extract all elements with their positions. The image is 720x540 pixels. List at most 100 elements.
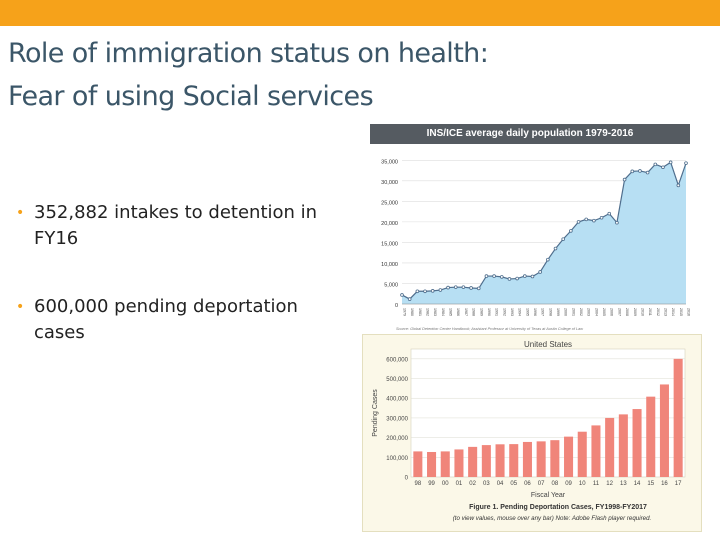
- pending-bar: [577, 431, 587, 477]
- pending-x-tick-label: 14: [634, 481, 641, 487]
- ice-data-point: [400, 293, 404, 297]
- pending-bar: [632, 409, 642, 477]
- ice-x-tick-label: 1984: [441, 308, 445, 316]
- ice-data-point: [553, 246, 558, 251]
- title-line-2: Fear of using Social services: [8, 81, 374, 112]
- ice-area-fill: [402, 162, 686, 304]
- ice-chart-title: INS/ICE average daily population 1979-20…: [370, 124, 690, 144]
- pending-x-tick-label: 02: [469, 481, 476, 487]
- ice-data-point: [453, 285, 458, 289]
- ice-data-point: [584, 217, 589, 222]
- ice-data-point: [592, 218, 596, 223]
- pending-bar: [481, 445, 491, 477]
- ice-x-tick-label: 2008: [625, 308, 629, 316]
- ice-data-point: [492, 274, 496, 278]
- pending-bar: [605, 417, 615, 477]
- pending-x-tick-label: 06: [524, 481, 531, 487]
- ice-data-point: [645, 170, 650, 175]
- pending-x-tick-label: 98: [415, 481, 422, 487]
- bullet-list: • 352,882 intakes to detention in FY16 •…: [14, 200, 354, 388]
- pending-plot-area: [410, 348, 686, 478]
- ice-x-tick-label: 1983: [433, 308, 437, 316]
- ice-data-point: [615, 220, 619, 225]
- ice-x-tick-label: 1998: [548, 308, 552, 316]
- ice-data-point: [676, 183, 681, 188]
- bullet-item: • 600,000 pending deportation cases: [14, 294, 354, 346]
- ice-detention-chart: INS/ICE average daily population 1979-20…: [368, 122, 694, 337]
- ice-data-point: [546, 257, 550, 262]
- ice-y-tick-label: 10,000: [381, 262, 398, 268]
- pending-x-tick-label: 08: [552, 481, 559, 487]
- pending-x-tick-label: 09: [565, 481, 572, 487]
- bullet-item: • 352,882 intakes to detention in FY16: [14, 200, 354, 252]
- pending-bar: [468, 446, 478, 477]
- pending-bar: [495, 444, 505, 477]
- ice-x-tick-label: 1989: [479, 308, 483, 316]
- pending-chart-title: United States: [524, 340, 572, 349]
- ice-x-tick-label: 2007: [617, 308, 621, 316]
- pending-caption-note: (to view values, mouse over any bar) Not…: [453, 515, 652, 522]
- bullet-text: 352,882 intakes to detention in FY16: [34, 202, 318, 249]
- ice-x-tick-label: 2016: [687, 308, 691, 316]
- pending-x-tick-label: 03: [483, 481, 490, 487]
- ice-data-point: [638, 169, 642, 173]
- pending-x-tick-label: 07: [538, 481, 545, 487]
- ice-source-note: Source: Global Detention Center Handbook…: [396, 327, 583, 331]
- ice-x-tick-label: 2014: [671, 308, 675, 316]
- ice-x-tick-label: 1987: [464, 308, 468, 316]
- pending-bar: [536, 441, 546, 477]
- pending-y-tick-label: 200,000: [386, 436, 408, 442]
- ice-data-point: [599, 215, 604, 220]
- ice-data-point: [476, 286, 481, 291]
- pending-y-tick-label: 500,000: [386, 377, 408, 383]
- pending-cases-chart: United States 600,000 500,000 400,000 300,00…: [362, 334, 702, 532]
- ice-data-point: [653, 162, 658, 167]
- ice-x-tick-label: 1992: [502, 308, 506, 316]
- ice-data-point: [569, 229, 573, 233]
- ice-data-point: [499, 275, 504, 279]
- ice-x-tick-label: 1988: [472, 308, 476, 316]
- pending-x-tick-label: 04: [497, 481, 504, 487]
- ice-y-tick-label: 25,000: [381, 200, 398, 206]
- bullet-dot-icon: •: [16, 299, 25, 315]
- ice-y-tick-label: 30,000: [381, 180, 398, 186]
- ice-x-tick-label: 2006: [610, 308, 614, 316]
- pending-x-tick-label: 16: [661, 481, 668, 487]
- pending-x-tick-label: 01: [456, 481, 463, 487]
- ice-data-point: [607, 211, 612, 216]
- pending-y-tick-label: 400,000: [386, 397, 408, 403]
- ice-data-point: [530, 274, 535, 279]
- ice-x-tick-label: 1999: [556, 308, 560, 316]
- ice-data-point: [668, 160, 673, 165]
- ice-x-tick-label: 1982: [426, 308, 430, 316]
- ice-data-point: [561, 237, 565, 241]
- ice-x-tick-label: 2015: [679, 308, 683, 316]
- pending-bar: [618, 414, 628, 477]
- ice-y-tick-label: 5,000: [384, 282, 398, 288]
- pending-x-tick-label: 10: [579, 481, 586, 487]
- ice-x-tick-label: 1986: [456, 308, 460, 316]
- ice-x-tick-label: 2013: [663, 308, 667, 316]
- pending-bar: [454, 449, 464, 477]
- pending-x-tick-label: 12: [606, 481, 613, 487]
- pending-bar: [659, 384, 669, 477]
- ice-data-point: [430, 289, 435, 293]
- pending-bar: [564, 436, 574, 477]
- ice-x-tick-label: 1980: [410, 308, 414, 316]
- ice-data-point: [622, 177, 627, 182]
- ice-data-point: [661, 165, 665, 170]
- pending-bar: [509, 444, 519, 477]
- bullet-text: 600,000 pending deportation cases: [34, 296, 298, 343]
- ice-y-tick-label: 20,000: [381, 221, 398, 227]
- pending-chart-plot: United States 600,000 500,000 400,000 300,00…: [372, 340, 686, 522]
- pending-x-axis-label: Fiscal Year: [531, 492, 566, 499]
- ice-data-point: [684, 161, 688, 165]
- ice-x-tick-label: 1996: [533, 308, 537, 316]
- pending-x-tick-label: 00: [442, 481, 449, 487]
- pending-bar: [646, 396, 656, 477]
- ice-x-tick-label: 2003: [587, 308, 591, 316]
- ice-x-tick-label: 2004: [594, 308, 598, 316]
- ice-data-point: [461, 285, 466, 289]
- pending-x-tick-label: 05: [510, 481, 517, 487]
- pending-x-tick-label: 99: [428, 481, 435, 487]
